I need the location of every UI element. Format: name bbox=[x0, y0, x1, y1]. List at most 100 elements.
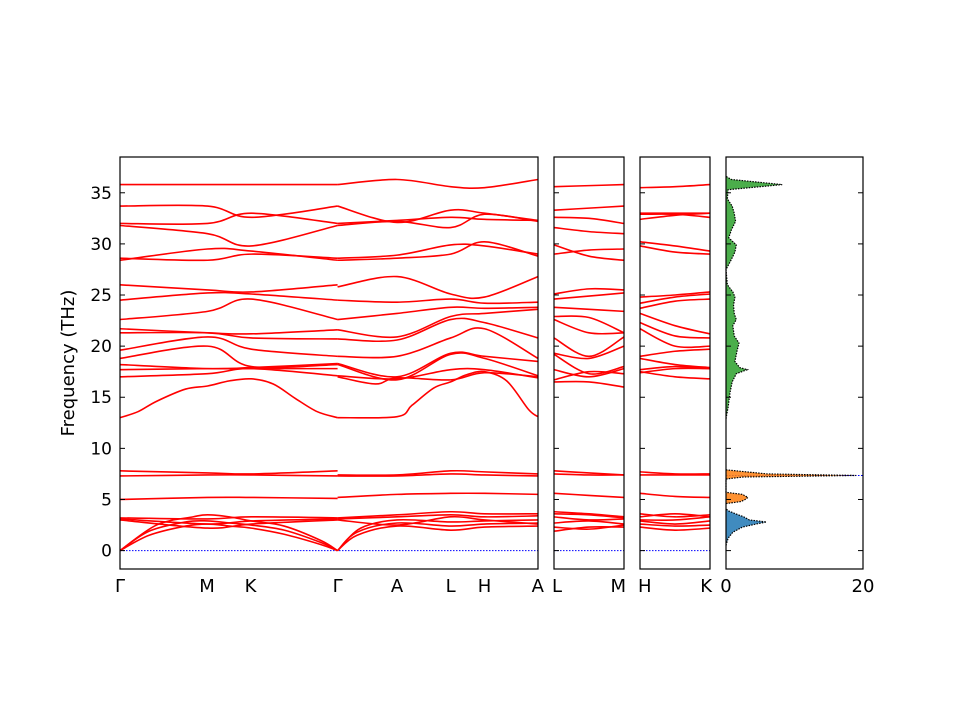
band-line bbox=[337, 216, 539, 225]
band-line bbox=[119, 336, 338, 358]
band-line bbox=[553, 336, 625, 358]
band-line bbox=[337, 522, 539, 552]
band-line bbox=[639, 512, 711, 518]
band-line bbox=[639, 365, 711, 371]
y-tick-label: 0 bbox=[101, 542, 112, 562]
band-line bbox=[553, 292, 625, 300]
band-line bbox=[119, 298, 338, 321]
band-line bbox=[337, 243, 539, 260]
band-line bbox=[337, 306, 539, 321]
band-line bbox=[119, 331, 338, 340]
band-line bbox=[639, 241, 711, 252]
band-line bbox=[639, 526, 711, 531]
band-line bbox=[337, 205, 539, 224]
band-line bbox=[337, 514, 539, 520]
band-line bbox=[119, 519, 338, 529]
band-line bbox=[337, 352, 539, 381]
panel-frame bbox=[639, 156, 711, 570]
band-line bbox=[337, 308, 539, 339]
band-line bbox=[553, 287, 625, 295]
band-line bbox=[639, 293, 711, 304]
band-line bbox=[119, 516, 338, 520]
band-line bbox=[119, 496, 338, 501]
band-line bbox=[639, 471, 711, 475]
band-line bbox=[553, 226, 625, 235]
kpoint-label: K bbox=[245, 576, 258, 597]
y-tick-label: 35 bbox=[90, 184, 112, 204]
band-line bbox=[553, 315, 625, 334]
y-tick-label: 5 bbox=[101, 490, 112, 510]
band-line bbox=[119, 291, 338, 301]
band-line bbox=[639, 520, 711, 525]
band-line bbox=[639, 245, 711, 255]
axes-frames-layer bbox=[119, 156, 864, 570]
band-line bbox=[337, 371, 539, 385]
band-line bbox=[337, 351, 539, 378]
band-line bbox=[553, 205, 625, 211]
band-line bbox=[639, 312, 711, 335]
band-line bbox=[119, 367, 338, 378]
kpoint-label: Γ bbox=[333, 576, 343, 597]
band-line bbox=[337, 178, 539, 190]
band-line bbox=[553, 318, 625, 335]
band-line bbox=[553, 248, 625, 255]
kpoint-label: L bbox=[446, 576, 456, 597]
dos-curve bbox=[725, 175, 783, 419]
dos-x-tick-label: 20 bbox=[852, 576, 875, 597]
band-line bbox=[639, 370, 711, 380]
band-line bbox=[337, 469, 539, 477]
band-line bbox=[639, 291, 711, 298]
band-line bbox=[553, 520, 625, 525]
y-axis-label: Frequency (THz) bbox=[58, 290, 79, 437]
band-line bbox=[119, 253, 338, 262]
band-line bbox=[553, 367, 625, 378]
band-line bbox=[553, 470, 625, 476]
band-line bbox=[337, 518, 539, 552]
band-line bbox=[553, 306, 625, 313]
band-line bbox=[639, 321, 711, 339]
panel-frame bbox=[553, 156, 625, 570]
band-line bbox=[553, 244, 625, 262]
band-line bbox=[119, 514, 339, 552]
dos-fill bbox=[726, 508, 767, 546]
band-line bbox=[337, 515, 539, 526]
y-tick-label: 20 bbox=[90, 337, 112, 357]
band-line bbox=[119, 518, 338, 525]
band-line bbox=[119, 247, 338, 262]
band-line bbox=[639, 328, 711, 349]
band-line bbox=[639, 298, 711, 310]
band-line bbox=[553, 183, 625, 188]
dos-fill bbox=[726, 469, 857, 504]
kpoint-label: K bbox=[700, 576, 713, 597]
band-line bbox=[119, 474, 338, 477]
kpoint-label: A bbox=[532, 576, 545, 597]
band-line bbox=[639, 357, 711, 369]
band-line bbox=[119, 204, 338, 219]
plot-data-layer bbox=[119, 175, 863, 552]
band-line bbox=[553, 512, 625, 519]
band-line bbox=[553, 353, 625, 375]
band-line bbox=[119, 345, 338, 369]
dos-x-tick-label: 0 bbox=[720, 576, 731, 597]
band-line bbox=[639, 213, 711, 219]
y-tick-label: 25 bbox=[90, 286, 112, 306]
y-tick-label: 15 bbox=[90, 388, 112, 408]
band-line bbox=[337, 275, 539, 300]
band-line bbox=[337, 510, 539, 519]
band-line bbox=[337, 317, 539, 343]
band-line bbox=[639, 492, 711, 499]
band-line bbox=[337, 473, 539, 477]
band-line bbox=[553, 492, 625, 499]
kpoint-label: Γ bbox=[115, 576, 125, 597]
kpoint-label: L bbox=[552, 576, 562, 597]
band-line bbox=[119, 327, 338, 335]
band-line bbox=[119, 283, 338, 293]
band-line bbox=[119, 470, 338, 475]
kpoint-label: H bbox=[638, 576, 652, 597]
band-line bbox=[553, 370, 625, 381]
band-line bbox=[553, 524, 625, 530]
band-line bbox=[119, 362, 338, 370]
band-line bbox=[337, 525, 539, 552]
kpoint-label: M bbox=[199, 576, 215, 597]
